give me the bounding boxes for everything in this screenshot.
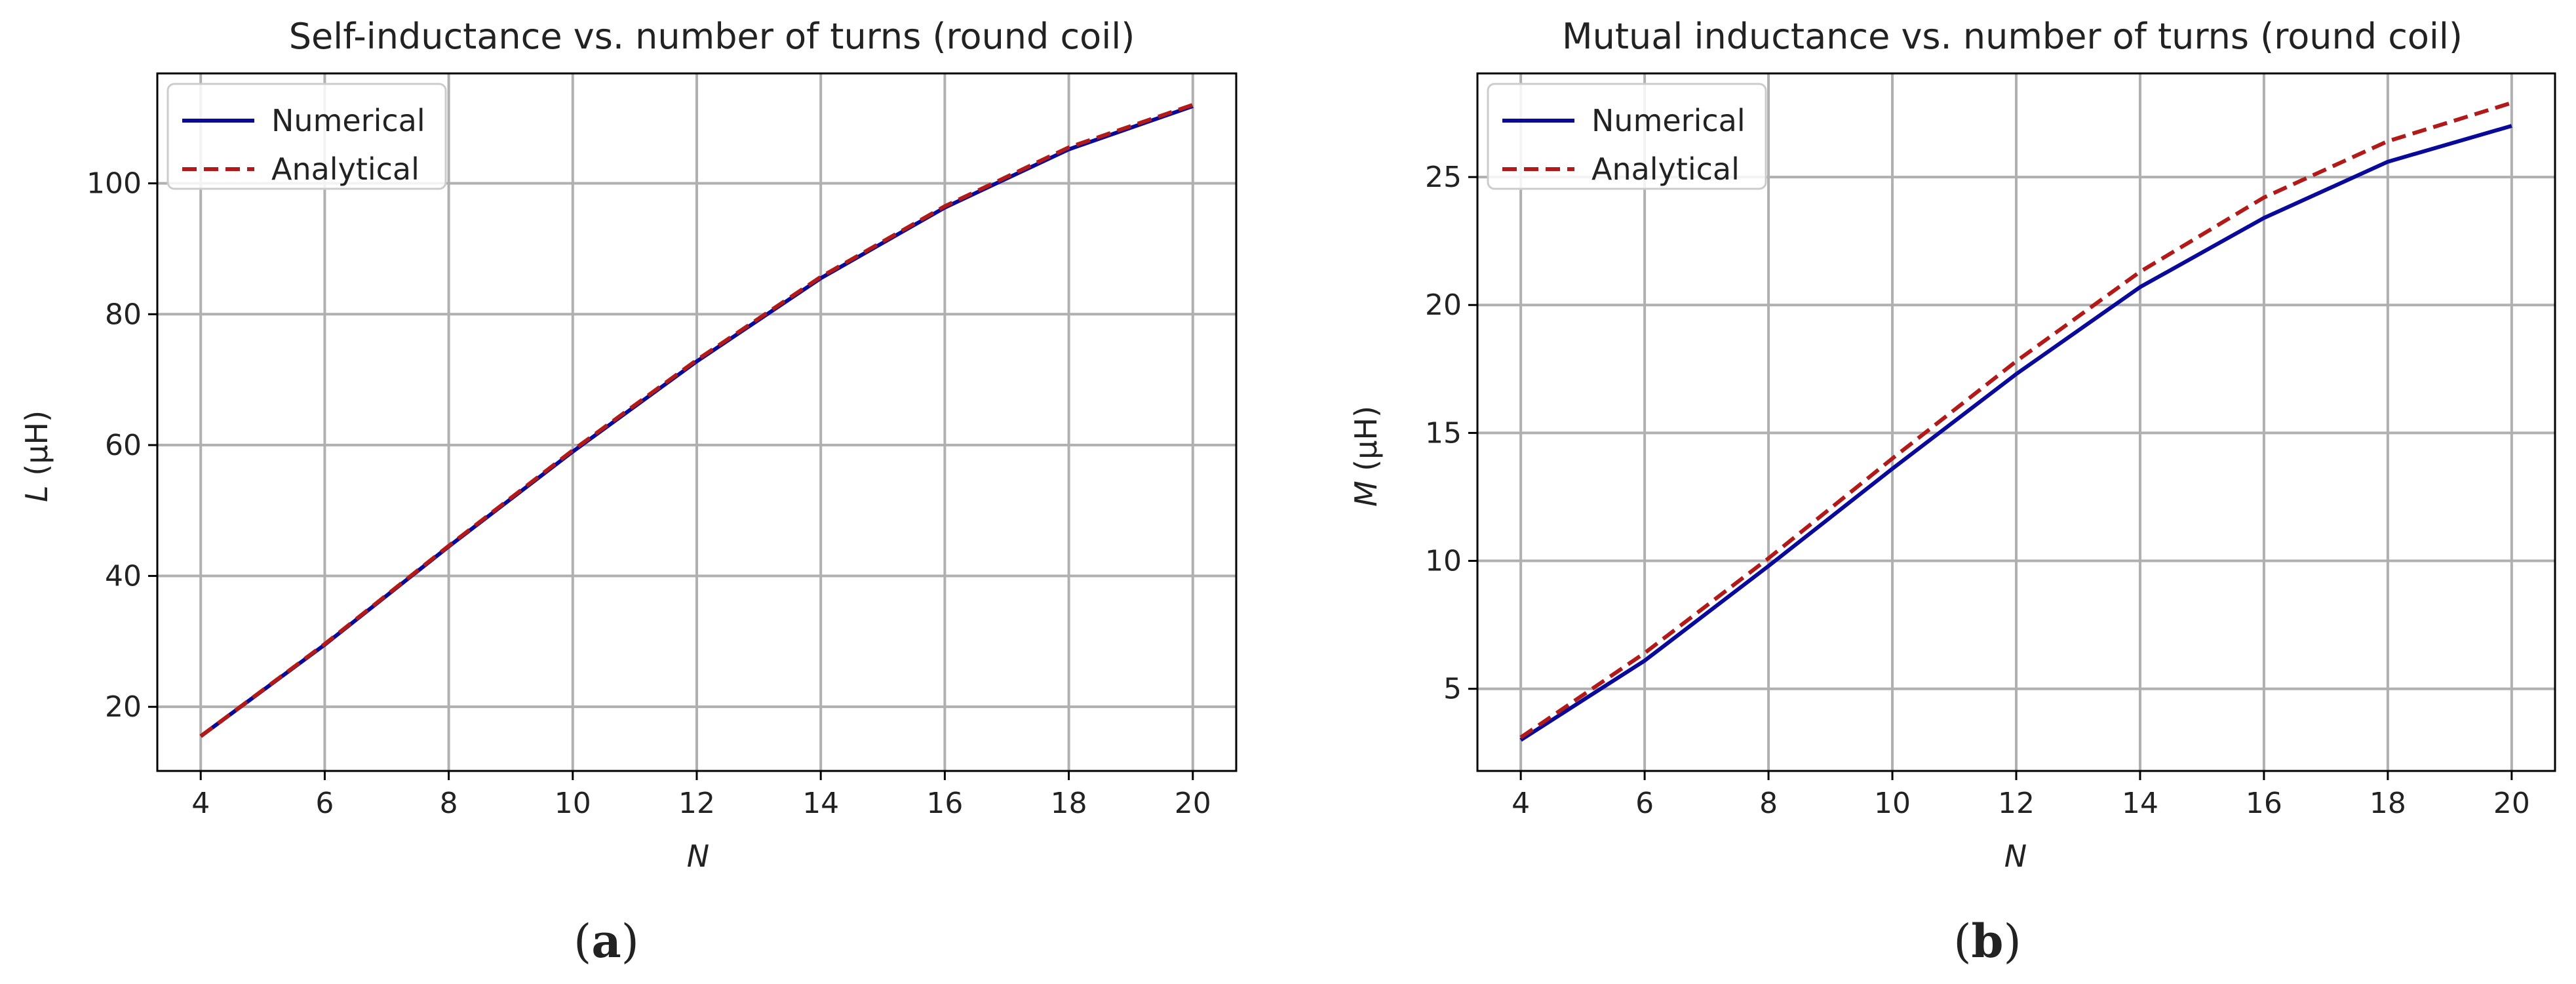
chart-a-series-analytical-line xyxy=(199,103,1194,738)
chart-a-xtick-label: 6 xyxy=(315,787,334,820)
chart-b-ytick-label: 15 xyxy=(1425,416,1462,450)
chart-b-ytick-label: 25 xyxy=(1425,161,1462,194)
chart-b-xtick-label: 4 xyxy=(1512,787,1530,820)
chart-b-grid xyxy=(1477,73,2555,771)
chart-b-xtick-label: 16 xyxy=(2246,787,2282,820)
chart-b-title: Mutual inductance vs. number of turns (r… xyxy=(1562,16,2463,57)
chart-b-xtick-label: 10 xyxy=(1874,787,1911,820)
chart-a-xtick-label: 10 xyxy=(555,787,591,820)
chart-b-ylabel-var: M xyxy=(1348,481,1384,507)
chart-b-series-numerical-line xyxy=(1519,124,2512,742)
chart-b-legend-label-numerical: Numerical xyxy=(1591,103,1746,138)
chart-b-caption: (b) xyxy=(1953,914,2021,968)
chart-b-caption-letter: b xyxy=(1972,914,2004,968)
chart-a-ytick-label: 100 xyxy=(87,167,142,201)
chart-a-ylabel-unit: (μH) xyxy=(19,410,54,485)
chart-a-title: Self-inductance vs. number of turns (rou… xyxy=(289,16,1135,57)
chart-b-ylabel-unit: (μH) xyxy=(1348,406,1384,481)
chart-a-ytick-label: 40 xyxy=(105,560,142,593)
chart-a-ylabel: L (μH) xyxy=(19,410,54,502)
chart-b-ytick-label: 5 xyxy=(1443,673,1462,706)
panel-b-mutual-inductance: Mutual inductance vs. number of turns (r… xyxy=(1348,16,2556,968)
chart-b-legend-label-analytical: Analytical xyxy=(1591,151,1740,187)
chart-a-legend-box xyxy=(166,83,447,190)
chart-b-xtick-label: 12 xyxy=(1998,787,2035,820)
panel-a-self-inductance: Self-inductance vs. number of turns (rou… xyxy=(19,16,1238,968)
chart-b-series xyxy=(1519,101,2512,742)
chart-a-xtick-label: 8 xyxy=(440,787,458,820)
chart-b-ticks: 4 6 8 10 12 14 16 18 20 5 10 15 20 25 xyxy=(1425,161,2530,820)
chart-b-ytick-label: 10 xyxy=(1425,545,1462,578)
chart-a-xtick-label: 20 xyxy=(1175,787,1211,820)
chart-a-xlabel: N xyxy=(687,838,709,874)
chart-b-series-analytical-line xyxy=(1519,101,2512,739)
chart-b-xtick-label: 8 xyxy=(1759,787,1778,820)
chart-a-xtick-label: 12 xyxy=(678,787,715,820)
chart-a-grid xyxy=(157,73,1236,771)
chart-b-ytick-label: 20 xyxy=(1425,288,1462,322)
chart-b-ylabel: M (μH) xyxy=(1348,406,1384,507)
chart-b-xlabel: N xyxy=(2004,838,2027,874)
chart-a-xtick-label: 14 xyxy=(802,787,839,820)
chart-a-caption: (a) xyxy=(574,914,639,968)
chart-a-legend: Numerical Analytical xyxy=(166,83,447,190)
chart-a-ticks: 4 6 8 10 12 14 16 18 20 20 40 60 80 100 xyxy=(87,167,1211,820)
chart-a-legend-label-numerical: Numerical xyxy=(271,103,425,138)
chart-b-xtick-label: 6 xyxy=(1635,787,1654,820)
chart-a-xtick-label: 16 xyxy=(926,787,963,820)
chart-a-xtick-label: 18 xyxy=(1051,787,1087,820)
chart-b-legend-box xyxy=(1487,83,1767,190)
chart-a-caption-letter: a xyxy=(591,914,621,968)
chart-a-series xyxy=(199,103,1194,738)
chart-a-ytick-label: 20 xyxy=(105,690,142,724)
chart-b-xtick-label: 18 xyxy=(2370,787,2406,820)
chart-b-legend: Numerical Analytical xyxy=(1487,83,1767,190)
chart-b-xtick-label: 14 xyxy=(2122,787,2158,820)
chart-b-xtick-label: 20 xyxy=(2493,787,2530,820)
chart-a-xtick-label: 4 xyxy=(191,787,210,820)
chart-a-legend-label-analytical: Analytical xyxy=(271,151,420,187)
chart-a-ytick-label: 80 xyxy=(105,298,142,331)
chart-a-ylabel-var: L xyxy=(19,485,54,502)
chart-a-ytick-label: 60 xyxy=(105,429,142,462)
